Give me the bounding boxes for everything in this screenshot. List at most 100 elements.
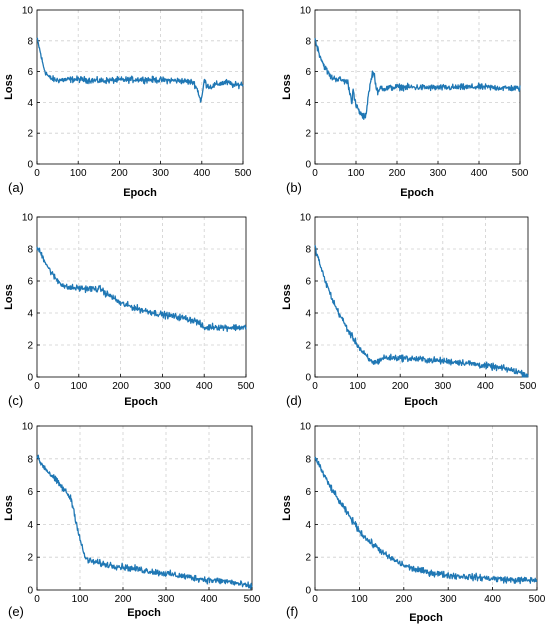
y-tick-label: 4 xyxy=(305,520,311,531)
x-tick-label: 500 xyxy=(512,168,529,179)
x-tick-label: 0 xyxy=(312,594,318,605)
y-tick-label: 0 xyxy=(27,586,33,597)
y-tick-label: 6 xyxy=(27,487,33,498)
x-tick-label: 100 xyxy=(351,594,368,605)
y-axis-label: Loss xyxy=(3,284,15,310)
y-tick-label: 6 xyxy=(305,277,311,288)
y-tick-label: 4 xyxy=(27,309,33,320)
y-tick-label: 8 xyxy=(305,36,311,47)
x-tick-label: 500 xyxy=(529,594,546,605)
x-axis-label: Epoch xyxy=(400,187,434,199)
panel-label: (e) xyxy=(8,604,24,619)
y-tick-label: 10 xyxy=(22,6,34,17)
x-tick-label: 200 xyxy=(111,168,128,179)
x-axis-label: Epoch xyxy=(404,396,438,408)
x-tick-label: 400 xyxy=(196,381,213,392)
y-tick-label: 8 xyxy=(27,245,33,256)
x-tick-label: 400 xyxy=(484,594,501,605)
x-tick-label: 300 xyxy=(430,168,447,179)
y-tick-label: 10 xyxy=(22,422,34,433)
x-tick-label: 500 xyxy=(244,594,261,605)
y-tick-label: 10 xyxy=(22,213,34,224)
loss-series-line xyxy=(314,38,521,120)
y-tick-label: 8 xyxy=(27,36,33,47)
loss-series-line xyxy=(314,456,538,585)
x-tick-label: 400 xyxy=(201,594,218,605)
y-axis-label: Loss xyxy=(3,495,15,521)
plot-frame xyxy=(314,216,529,378)
y-tick-label: 6 xyxy=(305,487,311,498)
x-tick-label: 200 xyxy=(115,594,132,605)
panel-label: (d) xyxy=(286,393,302,408)
x-tick-label: 100 xyxy=(349,381,366,392)
x-tick-label: 300 xyxy=(434,381,451,392)
y-tick-label: 2 xyxy=(305,129,311,140)
loss-series-line xyxy=(36,246,247,333)
x-tick-label: 500 xyxy=(235,168,252,179)
y-tick-label: 0 xyxy=(305,586,311,597)
y-tick-label: 4 xyxy=(27,98,33,109)
loss-series-line xyxy=(36,454,253,590)
x-tick-label: 0 xyxy=(312,381,318,392)
plot-frame xyxy=(36,216,247,378)
x-tick-label: 0 xyxy=(34,381,40,392)
x-tick-label: 100 xyxy=(348,168,365,179)
y-tick-label: 10 xyxy=(300,422,312,433)
x-tick-label: 0 xyxy=(34,594,40,605)
x-tick-label: 300 xyxy=(158,594,175,605)
x-tick-label: 400 xyxy=(477,381,494,392)
x-tick-label: 300 xyxy=(154,381,171,392)
y-tick-label: 8 xyxy=(305,245,311,256)
chart-panel-d: 0 100 200 300 400 500 0 2 4 6 8 10 Epoch Loss (d) xyxy=(281,213,537,409)
panel-label: (a) xyxy=(8,180,24,195)
x-tick-label: 200 xyxy=(112,381,129,392)
x-tick-label: 200 xyxy=(395,594,412,605)
y-tick-label: 6 xyxy=(305,67,311,78)
x-axis-label: Epoch xyxy=(127,607,161,619)
x-axis-label: Epoch xyxy=(124,396,158,408)
x-tick-label: 100 xyxy=(70,168,87,179)
x-tick-label: 100 xyxy=(70,381,87,392)
y-tick-label: 6 xyxy=(27,277,33,288)
chart-panel-b: 0 100 200 300 400 500 0 2 4 6 8 10 Epoch Loss (b) xyxy=(281,6,529,200)
y-tick-label: 8 xyxy=(27,454,33,465)
y-tick-label: 2 xyxy=(27,129,33,140)
chart-panel-e: 0 100 200 300 400 500 0 2 4 6 8 10 Epoch Loss (e) xyxy=(3,422,261,620)
x-tick-label: 400 xyxy=(471,168,488,179)
panel-label: (b) xyxy=(286,180,302,195)
y-tick-label: 0 xyxy=(27,373,33,384)
panel-label: (f) xyxy=(286,604,298,619)
y-tick-label: 0 xyxy=(305,373,311,384)
y-tick-label: 4 xyxy=(305,309,311,320)
loss-series-line xyxy=(36,37,244,103)
x-axis-label: Epoch xyxy=(123,187,157,199)
y-tick-label: 2 xyxy=(305,341,311,352)
y-tick-label: 2 xyxy=(27,341,33,352)
y-tick-label: 10 xyxy=(300,6,312,17)
x-tick-label: 100 xyxy=(72,594,89,605)
plot-frame xyxy=(36,9,244,165)
x-tick-label: 300 xyxy=(152,168,169,179)
plot-frame xyxy=(36,425,253,591)
y-tick-label: 8 xyxy=(305,454,311,465)
x-tick-label: 200 xyxy=(392,381,409,392)
x-tick-label: 300 xyxy=(440,594,457,605)
y-tick-label: 2 xyxy=(305,553,311,564)
y-axis-label: Loss xyxy=(281,495,293,521)
y-tick-label: 10 xyxy=(300,213,312,224)
y-tick-label: 4 xyxy=(27,520,33,531)
x-tick-label: 200 xyxy=(389,168,406,179)
chart-panel-a: 0 100 200 300 400 500 0 2 4 6 8 10 Epoch Loss (a) xyxy=(3,6,252,200)
y-axis-label: Loss xyxy=(281,284,293,310)
x-axis-label: Epoch xyxy=(409,612,443,624)
y-axis-label: Loss xyxy=(281,74,293,100)
panel-label: (c) xyxy=(8,393,23,408)
y-tick-label: 4 xyxy=(305,98,311,109)
loss-series-line xyxy=(314,245,529,378)
x-tick-label: 0 xyxy=(312,168,318,179)
y-tick-label: 0 xyxy=(27,160,33,171)
x-tick-label: 500 xyxy=(238,381,255,392)
chart-panel-c: 0 100 200 300 400 500 0 2 4 6 8 10 Epoch Loss (c) xyxy=(3,213,255,409)
plot-frame xyxy=(314,425,538,591)
x-tick-label: 400 xyxy=(193,168,210,179)
